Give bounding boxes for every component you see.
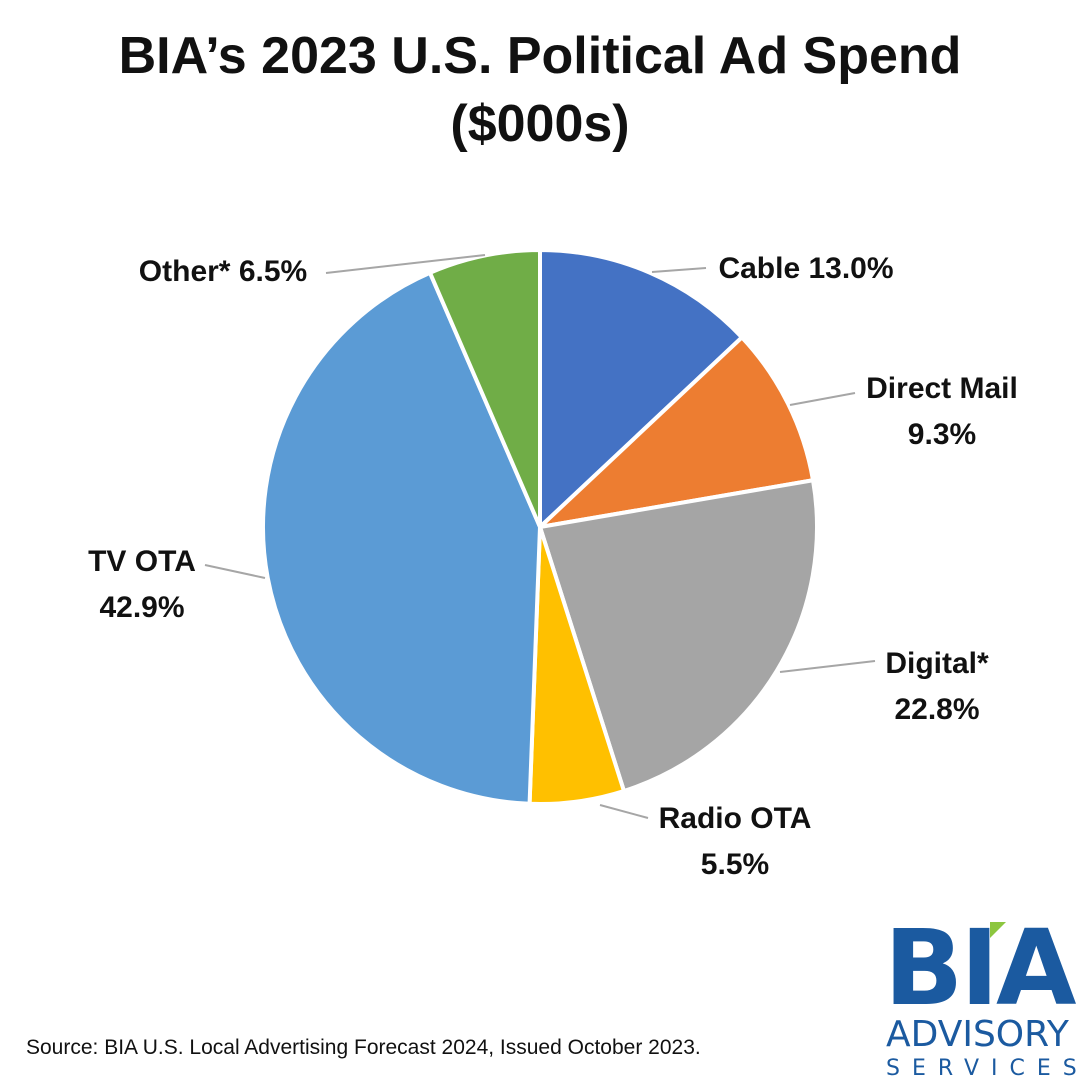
- chart-title: BIA’s 2023 U.S. Political Ad Spend ($000…: [0, 22, 1080, 158]
- leader-line-cable: [651, 267, 707, 273]
- logo-accent-triangle: [990, 922, 1006, 938]
- pie-slice-tv-ota: [261, 270, 542, 806]
- slice-label-tv-ota: TV OTA 42.9%: [88, 545, 196, 624]
- slice-label-digital: Digital* 22.8%: [885, 647, 989, 726]
- bia-logo: BIA ADVISORY SERVICES: [884, 916, 1077, 1081]
- logo-advisory-text: ADVISORY: [886, 1014, 1069, 1055]
- slice-label-cable: Cable 13.0%: [718, 252, 893, 285]
- logo-bia-text: BIA: [884, 907, 1076, 1029]
- leader-line-direct-mail: [789, 392, 856, 406]
- chart-title-line-1: BIA’s 2023 U.S. Political Ad Spend: [118, 27, 962, 85]
- pie-slice-direct-mail: [538, 335, 816, 529]
- logo-services-text: SERVICES: [886, 1056, 1080, 1081]
- chart-title-line-2: ($000s): [450, 95, 630, 153]
- pie-slice-digital: [538, 478, 819, 793]
- source-note: Source: BIA U.S. Local Advertising Forec…: [26, 1036, 701, 1059]
- slice-label-other: Other* 6.5%: [139, 255, 307, 288]
- leader-line-tv-ota: [204, 564, 266, 579]
- pie-slice-cable: [538, 248, 744, 529]
- leader-line-radio-ota: [599, 804, 649, 819]
- leader-line-other: [325, 254, 486, 274]
- slice-label-radio-ota: Radio OTA 5.5%: [659, 802, 812, 881]
- leader-line-digital: [779, 660, 876, 673]
- slice-label-direct-mail: Direct Mail 9.3%: [866, 372, 1018, 451]
